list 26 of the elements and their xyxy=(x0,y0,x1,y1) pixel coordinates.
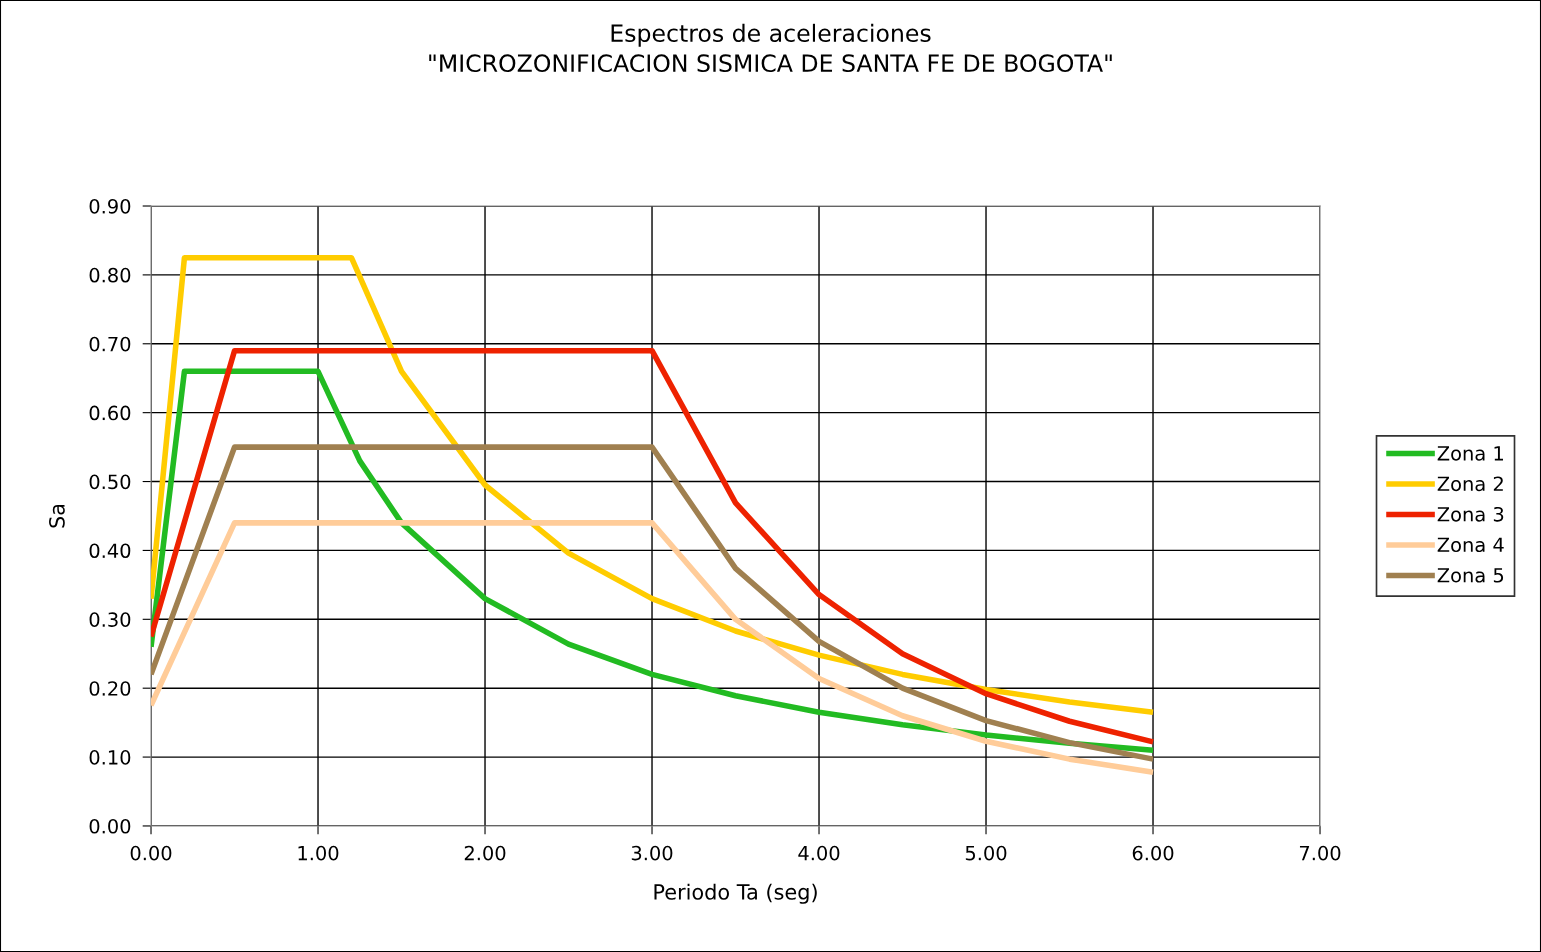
y-tick-label: 0.40 xyxy=(89,543,131,559)
legend-label: Zona 2 xyxy=(1437,476,1503,492)
y-axis-title: Sa xyxy=(49,504,65,528)
x-tick-label: 3.00 xyxy=(631,845,673,861)
y-tick-label: 0.10 xyxy=(89,750,131,765)
x-tick-label: 0.00 xyxy=(130,845,172,861)
y-tick-label: 0.00 xyxy=(89,818,131,834)
chart-title: Espectros de aceleraciones "MICROZONIFICACION SISMICA DE SANTA FE DE BOGOTA" xyxy=(429,23,1112,73)
x-tick-label: 2.00 xyxy=(464,845,506,861)
x-tick-label: 7.00 xyxy=(1299,845,1341,861)
x-tick-label: 1.00 xyxy=(298,845,339,861)
y-tick-label: 0.90 xyxy=(89,198,131,214)
y-tick-label: 0.20 xyxy=(89,681,131,696)
y-tick-label: 0.80 xyxy=(89,267,131,283)
x-tick-label: 5.00 xyxy=(965,845,1007,861)
x-tick-label: 4.00 xyxy=(798,845,840,861)
x-tick-label: 6.00 xyxy=(1132,845,1174,861)
legend-label: Zona 5 xyxy=(1437,568,1504,583)
y-tick-label: 0.60 xyxy=(89,405,131,421)
y-tick-label: 0.30 xyxy=(89,612,131,627)
y-tick-label: 0.50 xyxy=(89,474,131,490)
y-tick-label: 0.70 xyxy=(89,336,131,352)
legend-label: Zona 3 xyxy=(1437,506,1504,522)
legend-label: Zona 1 xyxy=(1437,446,1503,461)
legend-label: Zona 4 xyxy=(1437,537,1504,553)
x-axis-title: Periodo Ta (seg) xyxy=(654,883,817,904)
